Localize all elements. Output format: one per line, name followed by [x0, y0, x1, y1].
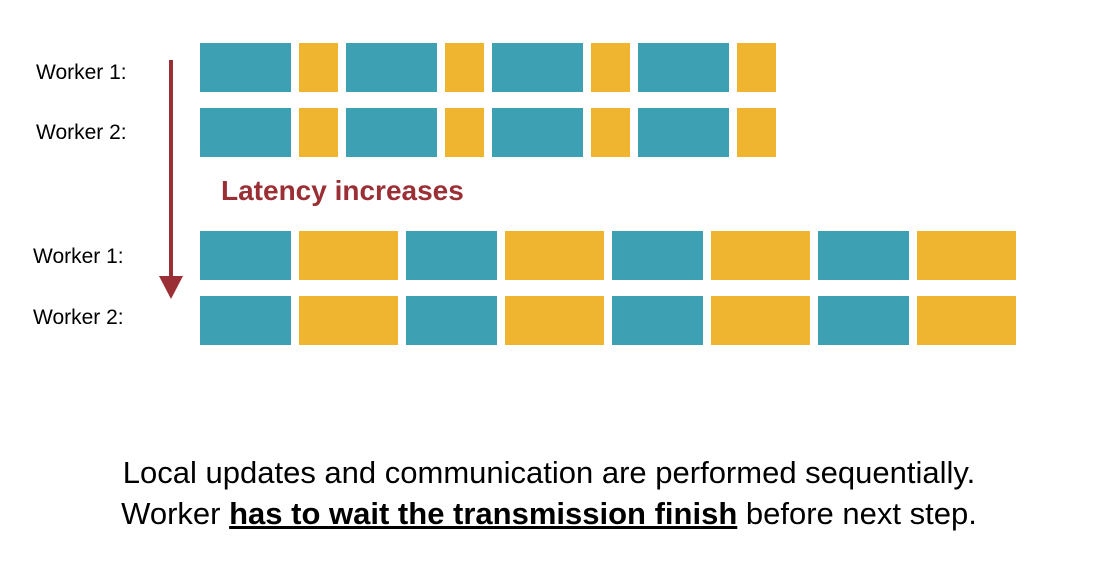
communication-block — [505, 296, 604, 345]
caption-line-1: Local updates and communication are perf… — [122, 455, 976, 490]
compute-block — [200, 296, 291, 345]
compute-block — [406, 231, 497, 280]
compute-block — [492, 43, 583, 92]
caption-line-2: Worker has to wait the transmission fini… — [0, 493, 1098, 534]
compute-block — [612, 231, 703, 280]
worker-1-label-low: Worker 1: — [36, 61, 127, 84]
compute-block — [638, 108, 729, 157]
communication-block — [299, 231, 398, 280]
compute-block — [346, 108, 437, 157]
compute-block — [200, 43, 291, 92]
communication-block — [299, 108, 338, 157]
compute-block — [346, 43, 437, 92]
communication-block — [591, 108, 630, 157]
caption-line-2-suffix: before next step. — [737, 496, 977, 531]
worker-2-label-high: Worker 2: — [33, 306, 124, 329]
compute-block — [638, 43, 729, 92]
latency-increases-label: Latency increases — [221, 175, 464, 206]
communication-block — [737, 108, 776, 157]
communication-block — [711, 231, 810, 280]
communication-block — [917, 296, 1016, 345]
latency-arrow-head — [159, 276, 183, 299]
compute-block — [612, 296, 703, 345]
communication-block — [591, 43, 630, 92]
compute-block — [492, 108, 583, 157]
caption: Local updates and communication are perf… — [0, 452, 1098, 534]
communication-block — [445, 108, 484, 157]
communication-block — [299, 43, 338, 92]
communication-block — [445, 43, 484, 92]
worker-1-label-high: Worker 1: — [33, 245, 124, 268]
compute-block — [200, 231, 291, 280]
compute-block — [406, 296, 497, 345]
communication-block — [505, 231, 604, 280]
caption-line-2-prefix: Worker — [121, 496, 230, 531]
compute-block — [818, 231, 909, 280]
compute-block — [200, 108, 291, 157]
worker-2-label-low: Worker 2: — [36, 121, 127, 144]
compute-block — [818, 296, 909, 345]
communication-block — [711, 296, 810, 345]
caption-line-2-emphasis: has to wait the transmission finish — [229, 496, 738, 531]
communication-block — [917, 231, 1016, 280]
communication-block — [299, 296, 398, 345]
communication-block — [737, 43, 776, 92]
